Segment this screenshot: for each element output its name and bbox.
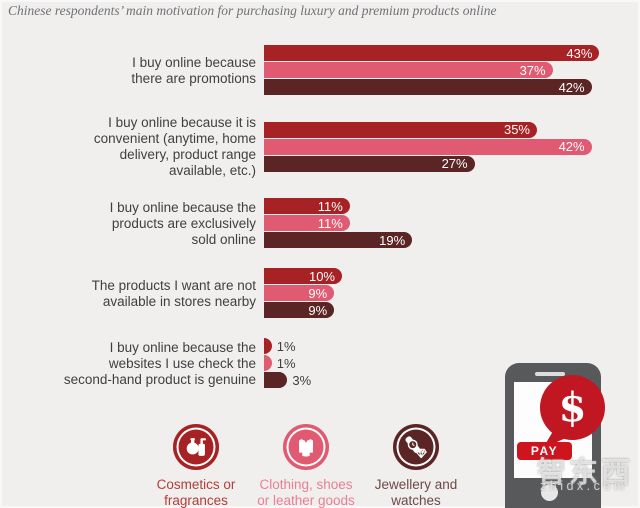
legend-item: Clothing, shoes or leather goods [251, 424, 361, 508]
bar-rows: 1% 1% 3% [264, 338, 311, 389]
value-label: 35% [503, 122, 530, 137]
bar-row: 27% [264, 155, 592, 172]
legend-label: Clothing, shoes or leather goods [257, 477, 355, 508]
bar-rows: 10% 9% 9% [264, 268, 342, 319]
bar-row: 19% [264, 232, 413, 248]
bar-cosmetics-or-fragrances: 43% [264, 45, 600, 61]
bar-row: 35% [264, 121, 592, 138]
perfume-badge [173, 424, 219, 470]
dollar-speech-bubble: $ [540, 375, 605, 440]
value-label: 9% [308, 302, 328, 318]
bar-group: I buy online because there are promotion… [0, 45, 600, 96]
bar-row: 42% [264, 138, 592, 155]
chart-legend: Cosmetics or fragrances Clothing, shoes o… [141, 424, 471, 508]
dollar-icon: $ [558, 383, 587, 431]
bar-rows: 11% 11% 19% [264, 198, 413, 249]
value-label: 10% [308, 268, 335, 284]
bar-rows: 43% 37% 42% [264, 45, 600, 96]
value-label: 42% [558, 139, 585, 154]
sweater-badge [283, 424, 329, 470]
bar-jewellery-and-watches [264, 372, 288, 388]
bar-row: 1% [264, 338, 311, 354]
bar-cosmetics-or-fragrances: 11% [264, 198, 350, 214]
bar-chart: I buy online because there are promotion… [0, 45, 600, 408]
bar-group: I buy online because the websites I use … [0, 338, 599, 389]
bar-cosmetics-or-fragrances: 35% [264, 121, 537, 138]
legend-item: Jewellery and watches [361, 424, 471, 508]
watermark-url: zhidx.com [540, 479, 628, 493]
legend-item: Cosmetics or fragrances [141, 424, 251, 508]
bar-group: I buy online because the products are ex… [0, 198, 599, 249]
perfume-icon [183, 434, 209, 460]
bar-clothing-shoes-or-leather-goods: 9% [264, 285, 335, 301]
bar-row: 10% [264, 268, 342, 284]
watermark-chinese: 智东西 [537, 457, 634, 489]
phone-home-button [541, 484, 558, 501]
sweater-icon [293, 434, 319, 460]
bar-clothing-shoes-or-leather-goods: 42% [264, 138, 592, 155]
bar-row: 1% [264, 355, 311, 371]
bar-row: 9% [264, 302, 342, 318]
value-label: 1% [276, 355, 296, 371]
bar-jewellery-and-watches: 19% [264, 232, 413, 248]
bar-row: 3% [264, 372, 311, 388]
legend-label: Jewellery and watches [374, 477, 458, 508]
value-label: 9% [308, 285, 328, 301]
value-label: 19% [379, 232, 406, 248]
bar-row: 11% [264, 198, 412, 214]
value-label: 11% [317, 215, 343, 231]
bar-clothing-shoes-or-leather-goods: 37% [264, 62, 553, 78]
bar-row: 11% [264, 215, 412, 231]
bar-row: 43% [264, 45, 600, 61]
category-label: I buy online because the products are ex… [109, 199, 256, 247]
bar-row: 37% [264, 62, 599, 78]
category-label: The products I want are not available in… [91, 277, 256, 309]
bar-cosmetics-or-fragrances [264, 338, 272, 354]
bar-jewellery-and-watches: 42% [264, 79, 592, 95]
bar-group: I buy online because it is convenient (a… [0, 115, 599, 179]
watch-diamond-badge [393, 424, 439, 470]
value-label: 3% [292, 372, 312, 388]
bar-row: 42% [264, 79, 599, 95]
legend-label: Cosmetics or fragrances [156, 477, 236, 508]
bar-rows: 35% 42% 27% [264, 121, 592, 173]
value-label: 43% [566, 45, 593, 61]
value-label: 1% [276, 338, 296, 354]
bar-row: 9% [264, 285, 342, 301]
chart-title: Chinese respondents’ main motivation for… [8, 3, 497, 18]
bar-jewellery-and-watches: 9% [264, 302, 335, 318]
bar-group: The products I want are not available in… [0, 268, 599, 319]
pay-badge: PAY [517, 442, 572, 460]
watch-diamond-icon [403, 434, 429, 460]
value-label: 37% [519, 62, 546, 78]
bar-jewellery-and-watches: 27% [264, 155, 475, 172]
value-label: 11% [317, 198, 343, 214]
bar-clothing-shoes-or-leather-goods: 11% [264, 215, 350, 231]
bar-cosmetics-or-fragrances: 10% [264, 268, 342, 284]
category-label: I buy online because the websites I use … [63, 339, 256, 387]
value-label: 27% [441, 156, 468, 171]
category-label: I buy online because there are promotion… [131, 54, 256, 86]
phone-speaker [535, 372, 565, 376]
value-label: 42% [558, 79, 585, 95]
category-label: I buy online because it is convenient (a… [93, 115, 256, 178]
bar-clothing-shoes-or-leather-goods [264, 355, 272, 371]
